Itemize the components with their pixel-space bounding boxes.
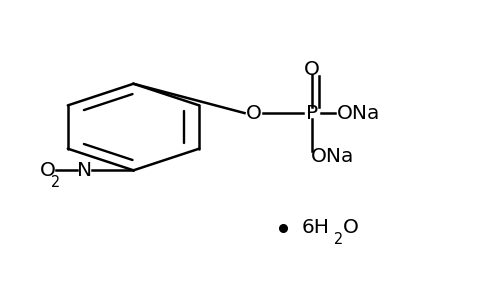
Text: ONa: ONa [337,103,380,123]
Text: 6H: 6H [301,218,329,237]
Text: O: O [246,103,261,123]
Text: N: N [77,161,92,180]
Text: ONa: ONa [311,147,354,166]
Text: 2: 2 [51,175,61,190]
Text: 2: 2 [334,232,343,247]
Text: O: O [304,60,320,79]
Text: O: O [40,161,56,180]
Text: O: O [343,218,359,237]
Text: P: P [306,103,318,123]
